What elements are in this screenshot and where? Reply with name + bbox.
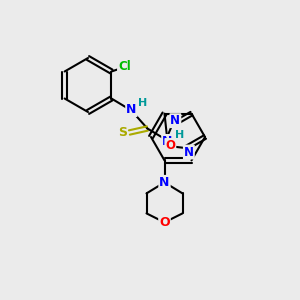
Text: O: O	[159, 216, 170, 229]
Text: N: N	[126, 103, 136, 116]
Text: N: N	[170, 114, 180, 127]
Text: Cl: Cl	[118, 60, 131, 73]
Text: S: S	[118, 126, 127, 139]
Text: N: N	[159, 176, 170, 189]
Text: H: H	[175, 130, 184, 140]
Text: N: N	[162, 135, 172, 148]
Text: N: N	[184, 146, 194, 158]
Text: H: H	[138, 98, 147, 109]
Text: O: O	[165, 139, 175, 152]
